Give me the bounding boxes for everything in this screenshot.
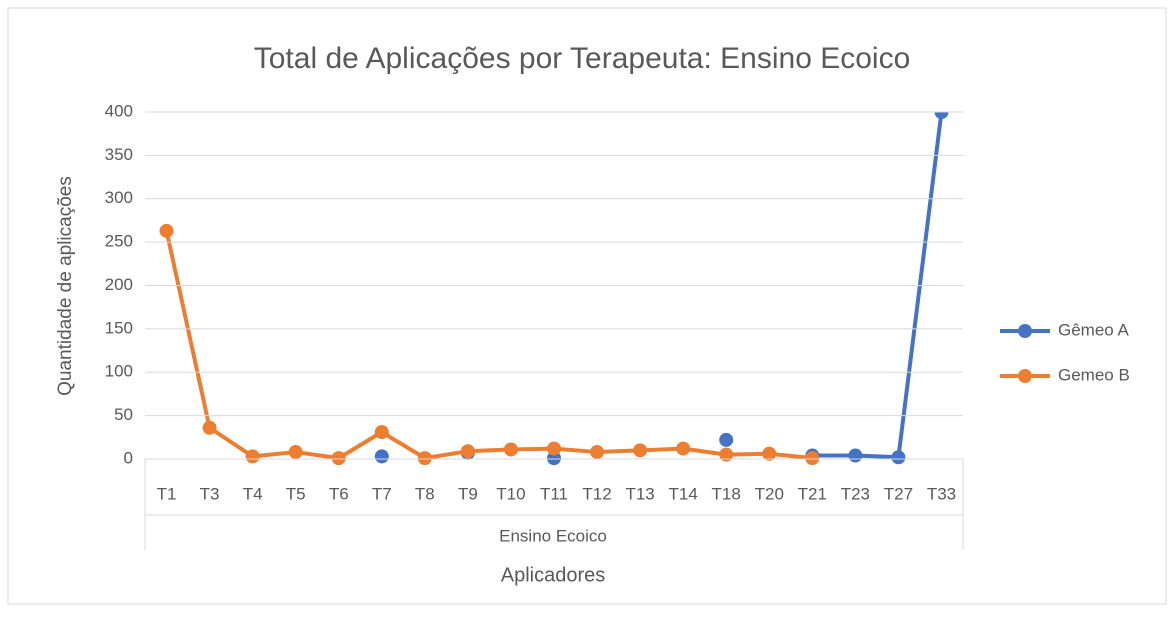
y-axis-title: Quantidade de aplicações <box>55 176 76 396</box>
x-tick-label: T5 <box>286 484 306 503</box>
data-point <box>202 420 217 435</box>
chart-title: Total de Aplicações por Terapeuta: Ensin… <box>254 42 911 75</box>
x-tick-label: T7 <box>372 484 392 503</box>
legend-marker <box>1018 369 1032 383</box>
y-tick-label: 100 <box>105 362 133 381</box>
data-point <box>934 112 949 119</box>
series-line <box>164 230 813 461</box>
x-tick-label: T9 <box>458 484 478 503</box>
x-tick-label: T27 <box>884 484 913 503</box>
data-point <box>719 447 734 462</box>
data-point <box>762 446 777 461</box>
data-point <box>719 432 734 447</box>
y-tick-label: 150 <box>105 318 133 337</box>
x-group-label: Ensino Ecoico <box>499 526 607 545</box>
data-point <box>417 451 432 466</box>
chart-border <box>7 7 1167 605</box>
x-tick-label: T1 <box>157 484 177 503</box>
data-point <box>460 444 475 459</box>
x-tick-label: T18 <box>712 484 741 503</box>
data-point <box>374 449 389 464</box>
x-tick-label: T3 <box>200 484 220 503</box>
x-tick-label: T33 <box>927 484 956 503</box>
x-tick-label: T10 <box>496 484 525 503</box>
data-point <box>848 448 863 463</box>
data-point <box>245 449 260 464</box>
legend-label: Gemeo B <box>1058 365 1130 384</box>
x-axis-title: Aplicadores <box>501 564 606 586</box>
x-tick-label: T21 <box>798 484 827 503</box>
x-tick-label: T20 <box>755 484 784 503</box>
x-tick-label: T14 <box>669 484 698 503</box>
data-point <box>891 450 906 465</box>
data-point <box>374 425 389 440</box>
data-point <box>547 441 561 456</box>
data-point <box>288 445 303 460</box>
legend-label: Gêmeo A <box>1058 320 1130 339</box>
data-point <box>331 451 346 466</box>
y-tick-label: 300 <box>105 188 133 207</box>
data-point <box>503 442 518 457</box>
data-point <box>676 441 691 456</box>
x-tick-label: T6 <box>329 484 349 503</box>
y-tick-label: 50 <box>114 405 133 424</box>
x-tick-label: T13 <box>625 484 654 503</box>
x-tick-label: T12 <box>582 484 611 503</box>
x-tick-label: T4 <box>243 484 263 503</box>
data-point <box>159 223 174 238</box>
legend-marker <box>1018 324 1032 338</box>
y-tick-label: 250 <box>105 232 133 251</box>
x-tick-label: T23 <box>841 484 870 503</box>
x-tick-label: T11 <box>540 484 568 503</box>
y-tick-label: 350 <box>105 145 133 164</box>
series-line <box>812 112 944 460</box>
data-point <box>805 451 820 466</box>
y-tick-label: 200 <box>105 275 133 294</box>
data-point <box>590 445 605 460</box>
data-point <box>633 443 648 458</box>
y-tick-label: 0 <box>124 448 133 467</box>
y-tick-label: 400 <box>105 101 133 120</box>
x-tick-label: T8 <box>415 484 435 503</box>
